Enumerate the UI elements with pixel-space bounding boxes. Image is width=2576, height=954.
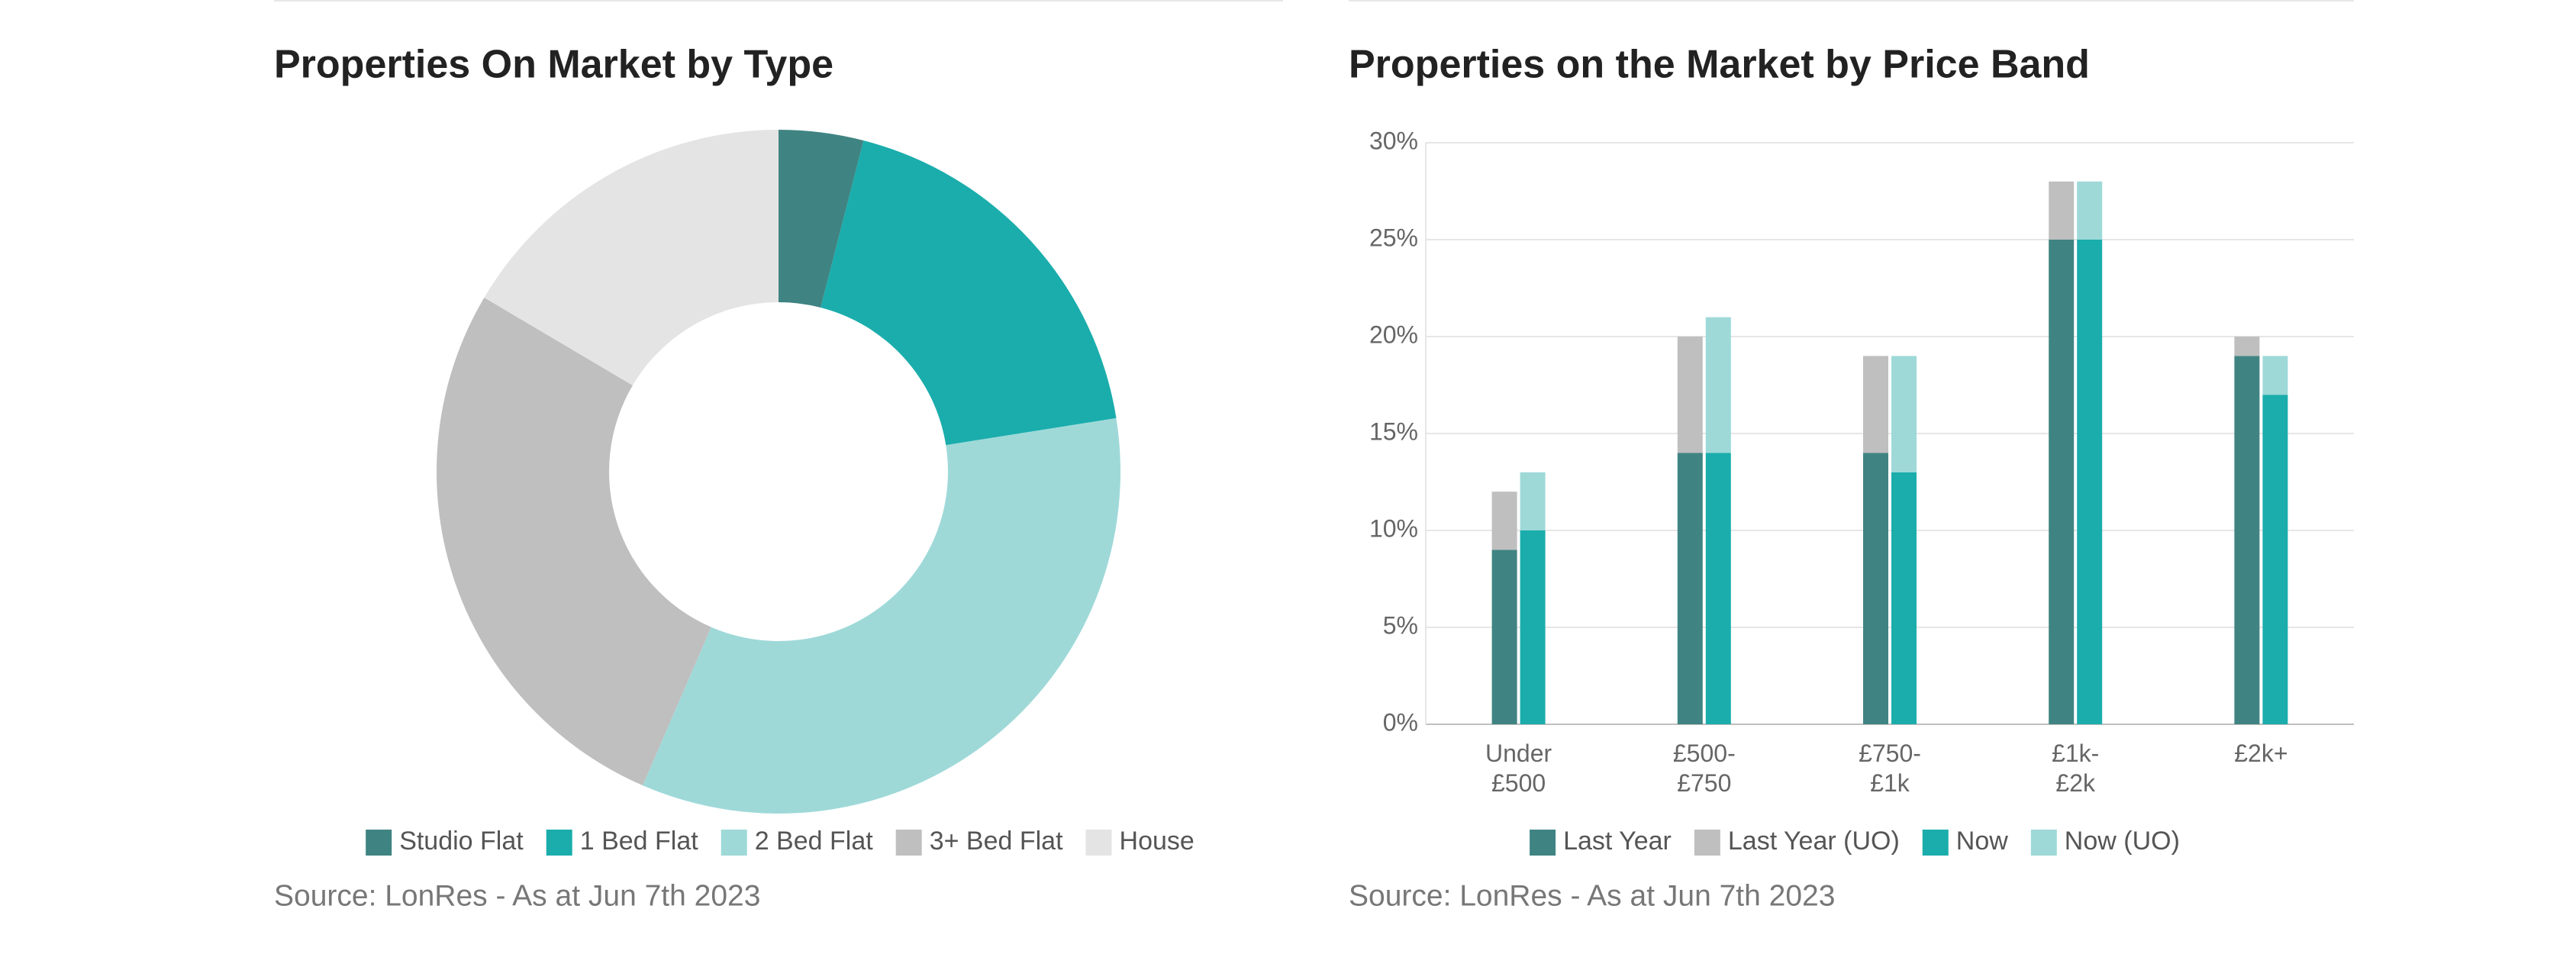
- legend-swatch: [2030, 830, 2057, 856]
- legend-label: Studio Flat: [399, 827, 524, 856]
- legend: Last Year Last Year (UO) Now Now (UO): [1530, 827, 2180, 856]
- x-tick-label: £500-£750: [1673, 740, 1736, 797]
- bar-segment: [1677, 453, 1703, 724]
- source-note: Source: LonRes - As at Jun 7th 2023: [1349, 879, 1835, 912]
- bar-segment: [1891, 356, 1917, 472]
- x-tick-line: £2k+: [2234, 740, 2287, 767]
- legend-label: Last Year: [1563, 827, 1672, 856]
- donut-slice: [484, 130, 779, 385]
- legend-swatch: [1085, 830, 1112, 856]
- bar-segment: [2049, 181, 2075, 240]
- bar-segment: [1863, 453, 1888, 724]
- source-note: Source: LonRes - As at Jun 7th 2023: [274, 879, 760, 912]
- legend-label: 1 Bed Flat: [580, 827, 699, 856]
- x-tick-line: £750: [1677, 769, 1731, 797]
- legend-label: House: [1120, 827, 1195, 856]
- y-tick-label: 20%: [1369, 321, 1418, 348]
- bar-segment: [1891, 472, 1917, 724]
- bar-segment: [2049, 240, 2075, 724]
- bar-segment: [2077, 181, 2103, 240]
- x-tick-line: £1k: [1870, 769, 1910, 797]
- x-tick-label: Under £500: [1485, 740, 1552, 797]
- chart-title: Properties on the Market by Price Band: [1349, 43, 2090, 87]
- legend-swatch: [1530, 830, 1556, 856]
- legend-swatch: [366, 830, 392, 856]
- bar-segment: [2262, 395, 2288, 724]
- bar-segment: [1491, 492, 1517, 550]
- bar-segment: [1520, 530, 1546, 724]
- y-tick-label: 25%: [1369, 224, 1418, 251]
- donut-slice: [821, 140, 1117, 446]
- x-tick-label: £750-£1k: [1859, 740, 1921, 797]
- y-tick-label: 15%: [1369, 417, 1418, 445]
- x-tick-line: £500-: [1673, 740, 1736, 767]
- legend-label: 3+ Bed Flat: [930, 827, 1063, 856]
- y-tick-label: 10%: [1369, 514, 1418, 542]
- x-tick-line: £1k-: [2052, 740, 2099, 767]
- legend-swatch: [1922, 830, 1949, 856]
- y-tick-label: 30%: [1369, 127, 1418, 154]
- bar-segment: [2262, 356, 2288, 395]
- donut-slice: [779, 130, 864, 308]
- y-tick-label: 5%: [1383, 611, 1418, 639]
- legend: Studio Flat 1 Bed Flat 2 Bed Flat 3+ Bed Fl…: [366, 827, 1195, 856]
- bar-segment: [1677, 337, 1703, 453]
- x-tick-label: £2k+: [2234, 740, 2287, 767]
- legend-swatch: [721, 830, 747, 856]
- legend-label: Last Year (UO): [1728, 827, 1900, 856]
- legend-label: 2 Bed Flat: [755, 827, 874, 856]
- chart-title: Properties On Market by Type: [274, 43, 833, 87]
- x-tick-line: £500: [1491, 769, 1546, 797]
- legend-swatch: [895, 830, 922, 856]
- x-tick-line: Under: [1485, 740, 1552, 767]
- legend-swatch: [546, 830, 572, 856]
- bar-segment: [2234, 356, 2260, 724]
- legend-label: Now: [1956, 827, 2008, 856]
- bar-segment: [1705, 317, 1731, 453]
- y-tick-label: 0%: [1383, 708, 1418, 736]
- bar-segment: [2077, 240, 2103, 724]
- legend-label: Now (UO): [2065, 827, 2180, 856]
- bar-segment: [1863, 356, 1888, 453]
- donut-slice: [643, 417, 1120, 814]
- bar-segment: [1520, 472, 1546, 530]
- x-tick-line: £750-: [1859, 740, 1921, 767]
- donut-slice: [437, 297, 711, 786]
- bar-segment: [2234, 337, 2260, 356]
- legend-swatch: [1694, 830, 1720, 856]
- bar-segment: [1491, 550, 1517, 724]
- x-tick-line: £2k: [2055, 769, 2096, 797]
- x-tick-label: £1k-£2k: [2052, 740, 2099, 797]
- bar-segment: [1705, 453, 1731, 724]
